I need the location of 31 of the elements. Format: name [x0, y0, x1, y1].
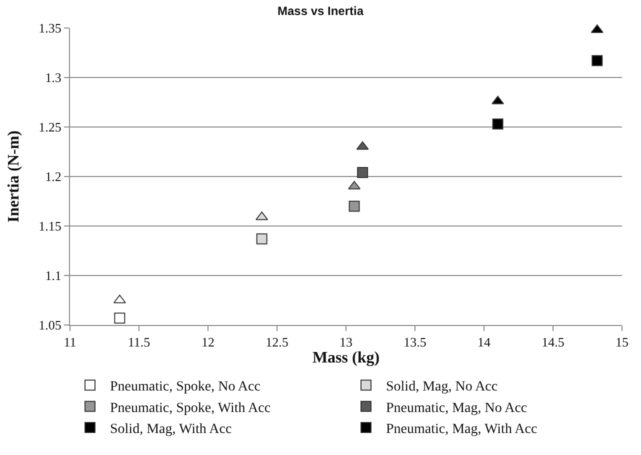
x-tick-label: 13 [340, 334, 352, 350]
point [492, 118, 504, 130]
legend-label: Pneumatic, Spoke, No Acc [110, 380, 260, 395]
x-tick-label: 11 [64, 334, 76, 350]
point [357, 167, 368, 178]
y-tick-label: 1.05 [38, 318, 62, 333]
legend-label: Pneumatic, Mag, No Acc [386, 400, 528, 416]
x-tick-label: 12 [202, 334, 214, 350]
y-tick-label: 1.3 [45, 70, 62, 86]
y-tick-label: 1.15 [38, 218, 62, 234]
y-tick-label: 1.1 [45, 268, 62, 284]
legend-label: Solid, Mag, With Acc [110, 422, 232, 438]
point [592, 55, 603, 66]
x-tick-label: 12.5 [266, 334, 288, 350]
y-axis-title: Inertia (N-m) [6, 130, 23, 222]
y-tick-label: 1.35 [38, 20, 62, 36]
point [256, 233, 268, 244]
legend-label: Pneumatic, Mag, With Acc [386, 422, 538, 438]
legend-label: Solid, Mag, No Acc [386, 380, 498, 395]
x-tick-label: 13.5 [404, 334, 426, 350]
x-tick-label: 15 [616, 334, 628, 350]
point [114, 312, 126, 324]
x-tick-label: 11.5 [128, 334, 150, 350]
point [348, 200, 360, 212]
x-tick-label: 14 [478, 334, 491, 350]
x-axis-title: Mass (kg) [312, 350, 380, 367]
y-tick-label: 1.2 [45, 169, 62, 184]
legend-label: Pneumatic, Spoke, With Acc [110, 400, 271, 416]
x-tick-label: 14.5 [542, 334, 564, 350]
chart-title: Mass vs Inertia [277, 4, 364, 18]
y-tick-label: 1.25 [38, 120, 62, 135]
